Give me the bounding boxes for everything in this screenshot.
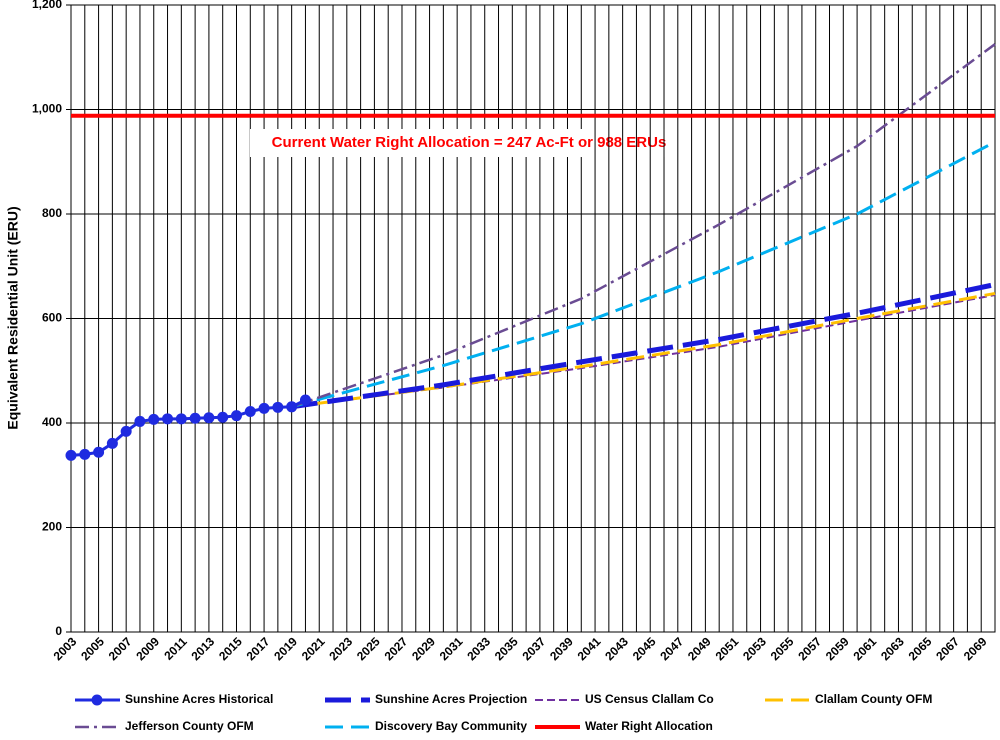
x-tick-label: 2063: [878, 634, 907, 663]
x-tick-label: 2041: [575, 634, 604, 663]
legend-label: Clallam County OFM: [815, 692, 932, 706]
y-tick-label: 800: [42, 206, 62, 220]
legend-marker: [91, 694, 103, 706]
x-tick-label: 2055: [768, 634, 797, 663]
x-tick-label: 2069: [961, 634, 990, 663]
y-tick-label: 0: [55, 624, 62, 638]
data-point: [217, 411, 229, 423]
x-tick-label: 2015: [216, 634, 245, 663]
annotation-box: [250, 129, 706, 157]
x-tick-label: 2065: [906, 634, 935, 663]
x-tick-label: 2017: [244, 634, 273, 663]
y-tick-label: 200: [42, 520, 62, 534]
data-point: [230, 410, 242, 422]
x-tick-label: 2029: [409, 634, 438, 663]
series-line: [70, 398, 307, 457]
data-point: [272, 401, 284, 413]
series-line: [291, 282, 996, 410]
series-line: [291, 140, 996, 409]
x-tick-label: 2033: [464, 634, 493, 663]
data-point: [65, 449, 77, 461]
legend-label: Jefferson County OFM: [125, 719, 254, 733]
x-tick-label: 2045: [630, 634, 659, 663]
x-tick-label: 2021: [299, 634, 328, 663]
x-tick-label: 2023: [326, 634, 355, 663]
x-tick-label: 2031: [437, 634, 466, 663]
series-line: [291, 43, 996, 408]
x-tick-label: 2013: [188, 634, 217, 663]
y-axis-label: Equivalent Residential Unit (ERU): [5, 206, 21, 429]
x-tick-label: 2003: [51, 634, 80, 663]
legend-label: Water Right Allocation: [585, 719, 713, 733]
data-point: [134, 415, 146, 427]
annotation: Current Water Right Allocation = 247 Ac-…: [272, 134, 667, 151]
x-tick-label: 2039: [547, 634, 576, 663]
x-tick-label: 2067: [933, 634, 962, 663]
y-tick-label: 1,200: [32, 0, 62, 11]
x-tick-label: 2009: [133, 634, 162, 663]
x-tick-label: 2053: [740, 634, 769, 663]
data-point: [299, 394, 311, 406]
plot-border: [70, 4, 996, 633]
y-tick-label: 400: [42, 415, 62, 429]
x-tick-label: 2025: [354, 634, 383, 663]
data-point: [120, 425, 132, 437]
legend-label: Discovery Bay Community: [375, 719, 527, 733]
data-point: [175, 413, 187, 425]
legend-label: US Census Clallam Co: [585, 692, 714, 706]
data-point: [286, 401, 298, 413]
y-tick-label: 1,000: [32, 102, 62, 116]
x-tick-label: 2043: [602, 634, 631, 663]
x-tick-label: 2019: [271, 634, 300, 663]
x-tick-label: 2057: [795, 634, 824, 663]
legend-label: Sunshine Acres Historical: [125, 692, 273, 706]
data-point: [258, 402, 270, 414]
x-tick-label: 2027: [382, 634, 411, 663]
x-tick-label: 2059: [823, 634, 852, 663]
data-point: [93, 446, 105, 458]
series-line: [291, 291, 996, 409]
x-tick-label: 2005: [78, 634, 107, 663]
x-tick-label: 2047: [657, 634, 686, 663]
data-point: [189, 412, 201, 424]
x-tick-label: 2049: [685, 634, 714, 663]
data-point: [79, 448, 91, 460]
data-point: [148, 413, 160, 425]
x-tick-label: 2037: [519, 634, 548, 663]
x-tick-label: 2051: [713, 634, 742, 663]
x-tick-label: 2061: [850, 634, 879, 663]
legend-label: Sunshine Acres Projection: [375, 692, 527, 706]
data-point: [162, 413, 174, 425]
y-tick-label: 600: [42, 311, 62, 325]
data-point: [244, 406, 256, 418]
x-tick-label: 2035: [492, 634, 521, 663]
x-tick-label: 2011: [161, 634, 190, 663]
data-point: [203, 412, 215, 424]
data-point: [106, 437, 118, 449]
x-tick-label: 2007: [106, 634, 135, 663]
